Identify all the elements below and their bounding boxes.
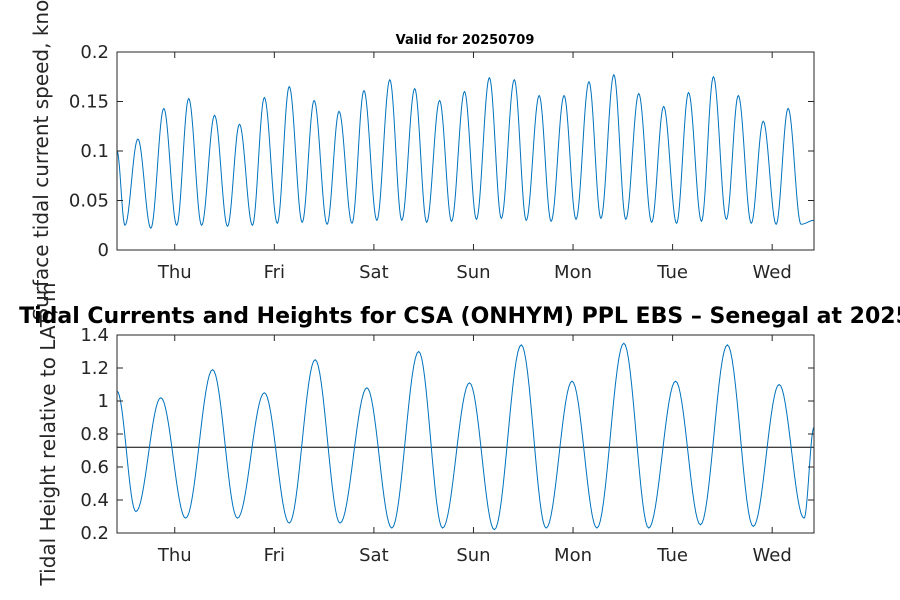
tidal-height-panel: 0.2 0.4 0.6 0.8 1 1.2 1.4 Thu Fri Sat Sun Mon Tue Wed…	[36, 283, 815, 587]
height-y-tick-label: 0.2	[80, 523, 109, 544]
height-x-tick-label: Mon	[554, 545, 592, 566]
current-x-tick-label: Mon	[554, 262, 592, 283]
height-y-tick-label: 0.8	[80, 424, 109, 445]
height-y-tick-label: 1.4	[80, 325, 109, 346]
height-x-tick-label: Tue	[656, 545, 688, 566]
current-plot-area	[117, 52, 814, 250]
current-speed-line	[117, 73, 814, 230]
current-x-tick-label: Wed	[753, 262, 792, 283]
current-y-tick-label: 0.2	[80, 42, 109, 63]
height-x-tick-label: Sat	[359, 545, 389, 566]
current-axes: 0 0.05 0.1 0.15 0.2 Thu Fri Sat Sun Mon Tue Wed	[69, 42, 815, 283]
main-figure-title: Tidal Currents and Heights for CSA (ONHY…	[19, 304, 900, 329]
height-y-axis-label: Tidal Height relative to LAT, m	[36, 283, 60, 587]
current-y-tick-label: 0	[98, 240, 109, 261]
height-x-tick-label: Sun	[456, 545, 490, 566]
height-x-tick-label: Fri	[264, 545, 285, 566]
height-x-tick-label: Thu	[157, 545, 192, 566]
height-y-tick-label: 0.4	[80, 490, 109, 511]
height-plot-area	[117, 335, 814, 533]
current-x-tick-label: Sat	[359, 262, 389, 283]
current-x-tick-label: Sun	[456, 262, 490, 283]
height-y-tick-label: 1.2	[80, 358, 109, 379]
height-axes: 0.2 0.4 0.6 0.8 1 1.2 1.4 Thu Fri Sat Sun Mon Tue Wed	[80, 325, 815, 566]
height-y-tick-label: 1	[98, 391, 109, 412]
current-speed-panel: 0 0.05 0.1 0.15 0.2 Thu Fri Sat Sun Mon Tue Wed Val…	[29, 0, 815, 321]
current-y-tick-label: 0.1	[80, 141, 109, 162]
current-x-tick-label: Thu	[157, 262, 192, 283]
current-x-tick-label: Fri	[264, 262, 285, 283]
height-y-tick-label: 0.6	[80, 457, 109, 478]
current-chart-title: Valid for 20250709	[396, 33, 535, 48]
tidal-height-line	[117, 342, 814, 531]
current-y-tick-label: 0.15	[69, 92, 109, 113]
current-x-tick-label: Tue	[656, 262, 688, 283]
height-x-tick-label: Wed	[753, 545, 792, 566]
current-y-axis-label: Surface tidal current speed, knots	[29, 0, 53, 321]
current-y-tick-label: 0.05	[69, 191, 109, 212]
